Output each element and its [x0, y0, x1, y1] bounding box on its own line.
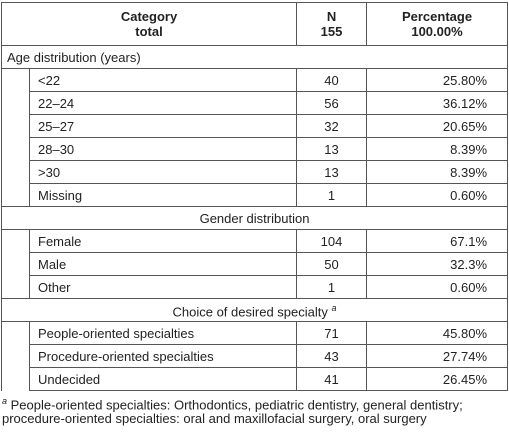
header-cell: Category total [0, 2, 298, 46]
count-cell: 43 [296, 344, 368, 368]
category-cell: Female [28, 229, 298, 253]
percentage-cell: 0.60% [366, 183, 509, 207]
category-cell: 28–30 [28, 137, 298, 161]
data-table: Category total N 155 Percentage 100.00% Age di… [0, 2, 509, 391]
category-cell: Other [28, 275, 298, 299]
category-cell: Undecided [28, 367, 298, 391]
indent-cell [1, 114, 30, 138]
section-title: Gender distribution [199, 210, 310, 226]
section-cell: Gender distribution [0, 206, 509, 230]
percentage-cell: 36.12% [366, 91, 509, 115]
data-row: >30 13 8.39% [1, 160, 509, 184]
percentage-cell: 27.74% [366, 344, 509, 368]
percentage-cell: 0.60% [366, 275, 509, 299]
count-cell: 1 [296, 275, 368, 299]
data-row: Female 104 67.1% [1, 229, 509, 253]
header-text: 155 [320, 24, 343, 39]
section-row: Gender distribution [0, 206, 509, 230]
footnote: a People-oriented specialties: Orthodont… [2, 394, 506, 426]
indent-cell [1, 68, 30, 92]
header-row: Category total N 155 Percentage 100.00% [0, 2, 509, 46]
count-cell: 71 [296, 321, 368, 345]
footnote-marker: a [331, 302, 337, 313]
percentage-cell: 20.65% [366, 114, 509, 138]
section-title: Choice of desired specialty [172, 304, 328, 320]
indent-cell [1, 275, 30, 299]
category-cell: Missing [28, 183, 298, 207]
data-row: Missing 1 0.60% [1, 183, 509, 207]
category-cell: <22 [28, 68, 298, 92]
indent-cell [1, 344, 30, 368]
section-title: Age distribution (years) [7, 49, 141, 65]
count-cell: 32 [296, 114, 368, 138]
data-row: Other 1 0.60% [1, 275, 509, 299]
count-cell: 41 [296, 367, 368, 391]
section-cell: Choice of desired specialty a [0, 298, 509, 322]
count-cell: 104 [296, 229, 368, 253]
indent-cell [1, 321, 30, 345]
section-cell: Age distribution (years) [0, 45, 509, 69]
count-cell: 40 [296, 68, 368, 92]
count-cell: 13 [296, 137, 368, 161]
count-cell: 50 [296, 252, 368, 276]
count-cell: 13 [296, 160, 368, 184]
footnote-marker: a [2, 396, 8, 406]
count-cell: 1 [296, 183, 368, 207]
data-row: Male 50 32.3% [1, 252, 509, 276]
category-cell: Male [28, 252, 298, 276]
data-row: 25–27 32 20.65% [1, 114, 509, 138]
indent-cell [1, 367, 30, 391]
indent-cell [1, 183, 30, 207]
indent-cell [1, 252, 30, 276]
indent-cell [1, 160, 30, 184]
data-row: 22–24 56 36.12% [1, 91, 509, 115]
percentage-cell: 26.45% [366, 367, 509, 391]
header-text: Percentage [401, 9, 473, 24]
category-cell: 25–27 [28, 114, 298, 138]
percentage-cell: 32.3% [366, 252, 509, 276]
header-cell: Percentage 100.00% [366, 2, 509, 46]
indent-cell [1, 137, 30, 161]
percentage-cell: 25.80% [366, 68, 509, 92]
section-row: Age distribution (years) [0, 45, 509, 69]
percentage-cell: 8.39% [366, 137, 509, 161]
data-row: 28–30 13 8.39% [1, 137, 509, 161]
data-row: Undecided 41 26.45% [1, 367, 509, 391]
header-text: total [135, 24, 163, 39]
section-row: Choice of desired specialty a [0, 298, 509, 322]
header-text: N [326, 9, 337, 24]
percentage-cell: 45.80% [366, 321, 509, 345]
table-body: Category total N 155 Percentage 100.00% Age di… [0, 2, 509, 391]
percentage-cell: 8.39% [366, 160, 509, 184]
category-cell: 22–24 [28, 91, 298, 115]
category-cell: People-oriented specialties [28, 321, 298, 345]
indent-cell [1, 91, 30, 115]
footnote-text: People-oriented specialties: Orthodontic… [2, 397, 463, 427]
data-row: People-oriented specialties 71 45.80% [1, 321, 509, 345]
data-row: Procedure-oriented specialties 43 27.74% [1, 344, 509, 368]
data-row: <22 40 25.80% [1, 68, 509, 92]
header-cell: N 155 [296, 2, 368, 46]
category-cell: >30 [28, 160, 298, 184]
count-cell: 56 [296, 91, 368, 115]
indent-cell [1, 229, 30, 253]
header-text: 100.00% [411, 24, 463, 39]
category-cell: Procedure-oriented specialties [28, 344, 298, 368]
percentage-cell: 67.1% [366, 229, 509, 253]
header-text: Category [120, 9, 178, 24]
